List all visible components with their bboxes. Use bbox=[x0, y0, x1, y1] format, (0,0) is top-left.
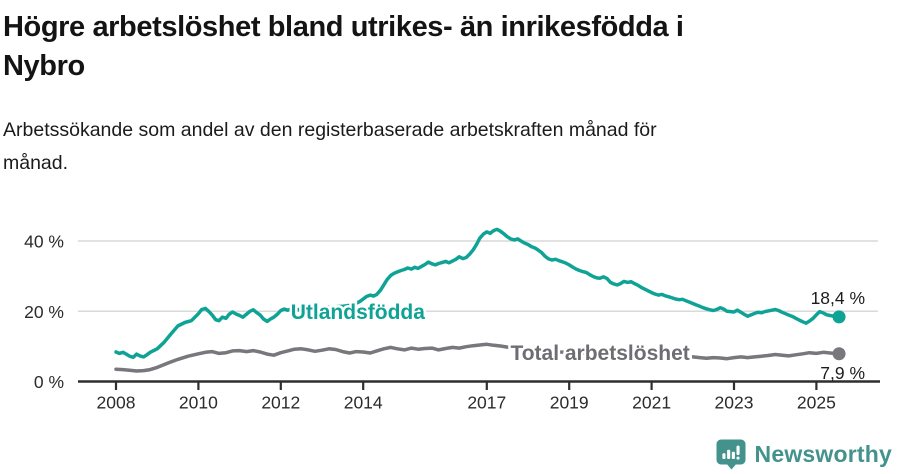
series-line-utlandsfodda bbox=[114, 227, 841, 360]
chart-subtitle-line2: månad. bbox=[3, 152, 69, 174]
x-axis-label-2008: 2008 bbox=[97, 393, 136, 413]
page-title: Högre arbetslöshet bland utrikes- än inr… bbox=[3, 8, 882, 86]
x-axis-label-2025: 2025 bbox=[797, 393, 836, 413]
page-title-line1: Högre arbetslöshet bland utrikes- än inr… bbox=[3, 11, 684, 43]
x-axis-label-2010: 2010 bbox=[179, 393, 218, 413]
unemployment-line-chart: 0 % 20 % 40 % 2008 2010 2012 2014 2017 2019 2021 2… bbox=[24, 227, 880, 413]
end-dot-utlandsfodda bbox=[832, 310, 846, 324]
x-axis-label-2012: 2012 bbox=[261, 393, 300, 413]
series-label-utlandsfodda: Utlandsfödda bbox=[291, 301, 425, 324]
series-label-total: Total arbetslöshet bbox=[510, 342, 689, 365]
x-axis-label-2019: 2019 bbox=[550, 393, 589, 413]
x-axis-label-2014: 2014 bbox=[344, 393, 383, 413]
end-value-label-total: 7,9 % bbox=[820, 363, 865, 383]
x-axis-label-2021: 2021 bbox=[632, 393, 671, 413]
chart-subtitle: Arbetssökande som andel av den registerb… bbox=[3, 114, 882, 180]
end-dot-total bbox=[832, 347, 846, 361]
newsworthy-chart-bubble-icon bbox=[716, 439, 746, 470]
page-title-line2: Nybro bbox=[3, 50, 85, 82]
y-axis-label-40: 40 % bbox=[24, 232, 64, 252]
y-axis-label-0: 0 % bbox=[34, 372, 64, 392]
x-axis-label-2023: 2023 bbox=[715, 393, 754, 413]
end-value-label-utlandsfodda: 18,4 % bbox=[811, 288, 865, 308]
newsworthy-logo[interactable]: Newsworthy bbox=[715, 438, 892, 470]
y-axis-label-20: 20 % bbox=[24, 302, 64, 322]
series-line-total bbox=[114, 342, 841, 373]
newsworthy-brand-text: Newsworthy bbox=[754, 440, 892, 467]
x-axis-label-2017: 2017 bbox=[467, 393, 506, 413]
chart-subtitle-line1: Arbetssökande som andel av den registerb… bbox=[3, 119, 657, 141]
